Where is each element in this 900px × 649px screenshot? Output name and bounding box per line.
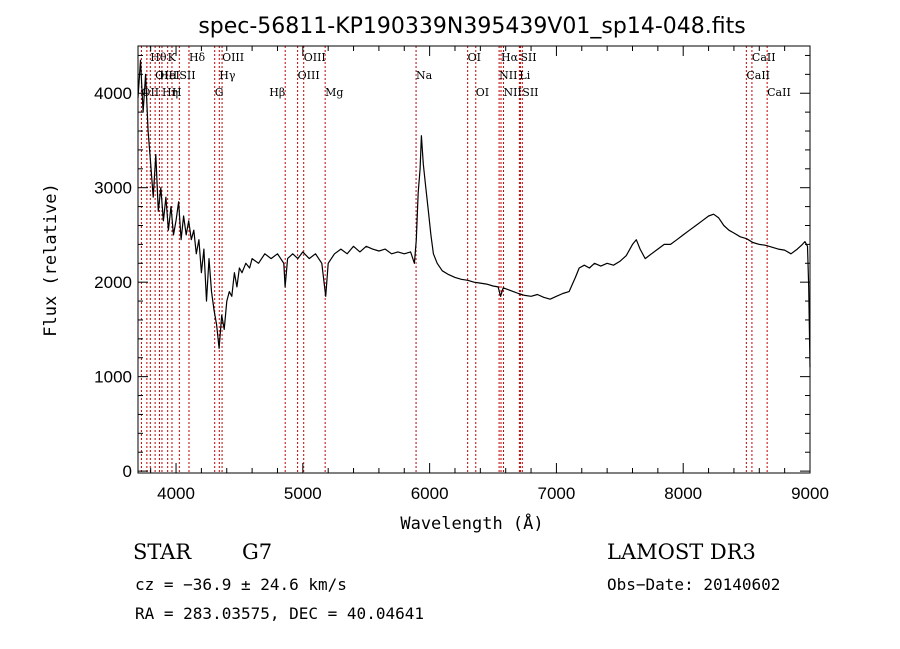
x-tick-label-2: 6000	[411, 484, 449, 503]
line-label-18: OI	[468, 51, 481, 64]
chart-title: spec-56811-KP190339N395439V01_sp14-048.f…	[198, 14, 745, 39]
y-axis-label: Flux (relative)	[41, 183, 61, 337]
y-tick-label-1: 1000	[94, 368, 132, 387]
line-label-7: H	[172, 86, 182, 99]
x-tick-label-4: 8000	[664, 484, 702, 503]
line-label-17: Na	[416, 69, 433, 82]
coordinates: RA = 283.03575, DEC = 40.04641	[135, 604, 424, 623]
object-subclass: G7	[242, 540, 273, 564]
line-label-14: OIII	[298, 69, 320, 82]
line-label-26: CaII	[746, 69, 770, 82]
line-label-9: Hδ	[189, 51, 206, 64]
x-tick-label-0: 4000	[157, 484, 195, 503]
line-label-28: CaII	[767, 86, 791, 99]
line-label-6: K	[168, 51, 177, 64]
line-label-8: SII	[179, 69, 195, 82]
x-tick-label-1: 5000	[284, 484, 322, 503]
spectrum-line	[137, 59, 811, 368]
obs-date: Obs−Date: 20140602	[607, 575, 781, 594]
line-label-22: NII	[504, 86, 522, 99]
line-label-10: G	[215, 86, 224, 99]
line-label-15: OIII	[304, 51, 326, 64]
line-label-19: OI	[476, 86, 489, 99]
redshift-readout: cz = −36.9 ± 24.6 km/s	[135, 575, 347, 594]
line-label-16: Mg	[325, 86, 343, 99]
line-label-12: OIII	[222, 51, 244, 64]
survey-name: LAMOST DR3	[607, 540, 756, 564]
line-label-4: HeI	[159, 69, 179, 82]
line-markers	[140, 46, 768, 473]
x-axis-ticks: 4000 5000 6000 7000 8000 9000	[150, 46, 829, 503]
x-tick-label-3: 7000	[538, 484, 576, 503]
x-axis-label: Wavelength (Å)	[400, 512, 543, 534]
y-tick-label-0: 0	[123, 462, 132, 481]
y-tick-label-2: 2000	[94, 273, 132, 292]
x-tick-label-5: 9000	[791, 484, 829, 503]
y-tick-label-4: 4000	[94, 84, 132, 103]
y-axis-ticks: 0 1000 2000 3000 4000	[94, 54, 810, 481]
y-tick-label-3: 3000	[94, 179, 132, 198]
plot-frame	[137, 45, 811, 474]
line-label-27: CaII	[752, 51, 776, 64]
line-label-24: SII	[520, 51, 536, 64]
line-label-2: Hθ	[150, 51, 167, 64]
line-label-25: SII	[522, 86, 538, 99]
line-label-21: Hα	[501, 51, 519, 64]
line-label-20: NII	[499, 69, 517, 82]
line-label-5: Hη	[162, 86, 178, 99]
line-label-23: Li	[519, 69, 530, 82]
object-class: STAR	[133, 540, 192, 564]
line-label-13: Hβ	[269, 86, 285, 99]
line-label-3: OIII	[155, 69, 177, 82]
line-label-11: Hγ	[219, 69, 236, 82]
line-labels: OIIHθOIIIHeIHηKHSIIHδGHγOIIIHβOIIIOIIIMg…	[141, 51, 790, 99]
